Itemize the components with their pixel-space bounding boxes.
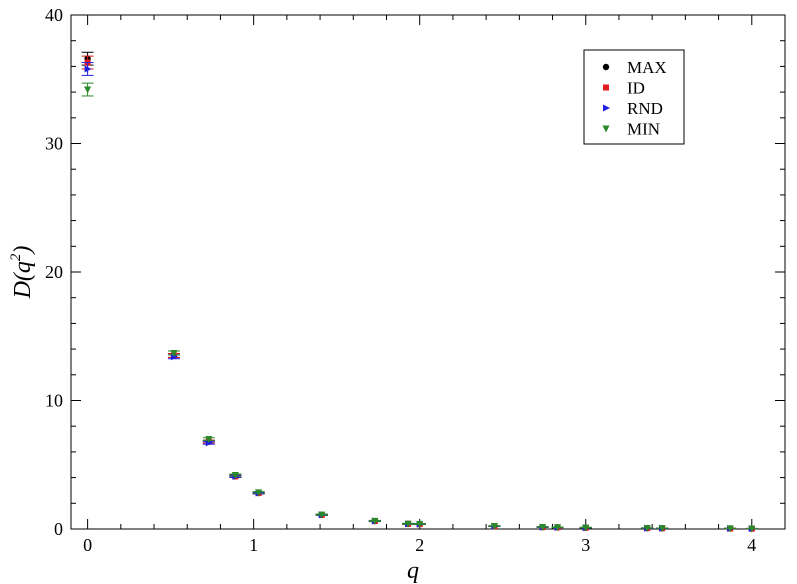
y-tick-label: 10 bbox=[45, 391, 63, 411]
legend-marker-min bbox=[602, 125, 610, 133]
data-marks bbox=[81, 51, 758, 533]
legend-label-id: ID bbox=[627, 79, 645, 98]
legend-label-min: MIN bbox=[627, 120, 660, 139]
y-tick-label: 30 bbox=[45, 134, 63, 154]
legend-label-rnd: RND bbox=[627, 99, 663, 118]
data-point bbox=[231, 472, 239, 480]
x-tick-label: 2 bbox=[415, 535, 424, 555]
legend-marker-max bbox=[602, 63, 610, 71]
data-point bbox=[748, 525, 756, 533]
data-point bbox=[84, 86, 92, 94]
data-point bbox=[318, 511, 326, 519]
x-tick-label: 1 bbox=[249, 535, 258, 555]
legend-marker-id bbox=[603, 84, 609, 91]
data-point bbox=[255, 489, 263, 497]
x-axis-title: q bbox=[407, 558, 419, 584]
legend-label-max: MAX bbox=[627, 58, 667, 77]
data-point bbox=[643, 524, 651, 532]
x-tick-label: 3 bbox=[581, 535, 590, 555]
y-tick-label: 20 bbox=[45, 262, 63, 282]
axis-ticks bbox=[71, 14, 785, 530]
y-tick-label: 0 bbox=[54, 519, 63, 539]
y-axis-title: D(q2) bbox=[8, 246, 36, 300]
data-point bbox=[554, 524, 562, 532]
y-tick-label: 40 bbox=[45, 5, 63, 25]
y-axis-title-base: D(q bbox=[10, 261, 36, 299]
data-point bbox=[84, 65, 92, 73]
data-point bbox=[490, 523, 498, 531]
data-point bbox=[170, 349, 178, 357]
series-min bbox=[81, 82, 758, 533]
data-point bbox=[416, 520, 424, 528]
data-point bbox=[205, 439, 213, 447]
data-point bbox=[726, 525, 734, 533]
data-point bbox=[658, 525, 666, 533]
data-point bbox=[371, 517, 379, 525]
data-point bbox=[404, 520, 412, 528]
data-point bbox=[582, 524, 590, 532]
x-tick-label: 0 bbox=[83, 535, 92, 555]
data-point bbox=[205, 436, 213, 444]
x-tick-label: 4 bbox=[747, 535, 756, 555]
legend-marker-rnd bbox=[603, 104, 610, 112]
y-axis-title-end: ) bbox=[10, 246, 36, 256]
legend-box bbox=[583, 49, 685, 145]
data-point bbox=[539, 523, 547, 531]
y-axis-title-sup: 2 bbox=[8, 253, 24, 261]
